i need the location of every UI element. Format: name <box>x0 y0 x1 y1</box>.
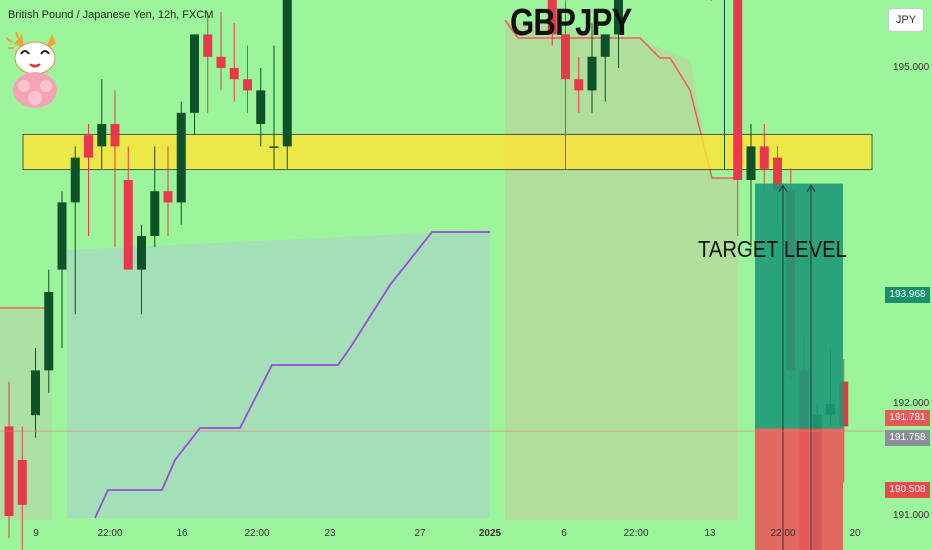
candle-body <box>269 146 279 148</box>
time-tick: 22:00 <box>97 528 123 539</box>
candle-body <box>190 34 199 113</box>
candle-body <box>70 157 80 203</box>
candle-body <box>561 34 570 80</box>
time-tick: 6 <box>561 528 567 539</box>
candle-body <box>733 0 743 181</box>
candle-body <box>203 34 213 57</box>
target-level-label: TARGET LEVEL <box>698 236 847 262</box>
candle-body <box>216 56 226 68</box>
candle-body <box>110 124 120 147</box>
time-tick: 22:00 <box>244 528 270 539</box>
price-tick: 191.000 <box>893 510 930 521</box>
candle-body <box>176 112 186 203</box>
cloud-band-upper <box>505 20 738 520</box>
candle-body <box>600 34 610 57</box>
candle-body <box>4 426 14 516</box>
candle-body <box>44 292 54 371</box>
time-tick: 22:00 <box>770 528 796 539</box>
candle-body <box>150 191 160 236</box>
time-tick: 2025 <box>478 528 502 539</box>
candle-body <box>84 135 93 158</box>
time-tick: 13 <box>704 528 716 539</box>
candle-body <box>547 0 557 35</box>
symbol-header: British Pound / Japanese Yen, 12h, FXCM <box>8 9 214 21</box>
time-tick: 20 <box>849 528 861 539</box>
stop-price-label: 190.508 <box>885 482 930 498</box>
cloud-lower-line <box>94 231 490 519</box>
candle-body <box>282 0 292 147</box>
candle-body <box>97 124 107 147</box>
target-price-label: 193.968 <box>885 287 930 303</box>
currency-button[interactable]: JPY <box>888 8 924 32</box>
candle-body <box>243 79 252 91</box>
candle-body <box>31 370 40 416</box>
time-tick: 16 <box>176 528 188 539</box>
candle-body <box>163 191 173 203</box>
candle-body <box>773 157 782 192</box>
candle-body <box>759 146 769 169</box>
current-price-label: 191.758 <box>885 430 930 446</box>
time-tick: 22:00 <box>623 528 649 539</box>
candle-body <box>137 236 146 270</box>
candle-body <box>57 202 67 270</box>
zone-layer <box>22 133 873 171</box>
candle-body <box>256 90 266 124</box>
candle-body <box>17 460 27 505</box>
arrow-head-up <box>778 184 788 192</box>
price-tick: 192.000 <box>893 398 930 409</box>
target-zone <box>22 133 873 171</box>
candle-body <box>574 79 584 91</box>
take-profit-box <box>755 183 843 429</box>
candle-body <box>746 146 756 180</box>
cat-mascot-icon <box>6 31 57 108</box>
time-tick: 23 <box>324 528 336 539</box>
candle-body <box>123 180 133 270</box>
candle-body <box>229 68 239 80</box>
stop-loss-box <box>755 428 843 550</box>
arrow-head-up <box>806 184 816 192</box>
cloud-band-lower <box>67 230 490 518</box>
price-tick: 195.000 <box>893 62 930 73</box>
candle-layer <box>4 0 849 550</box>
time-tick: 9 <box>33 528 39 539</box>
candle-body <box>614 0 623 35</box>
cloud-layer <box>0 19 738 520</box>
time-tick: 27 <box>414 528 426 539</box>
chart-title: GBPJPY <box>510 2 632 44</box>
entry-price-label: 191.781 <box>885 410 930 426</box>
position-tool <box>0 183 885 550</box>
candle-body <box>839 381 849 427</box>
candle-body <box>587 56 597 91</box>
